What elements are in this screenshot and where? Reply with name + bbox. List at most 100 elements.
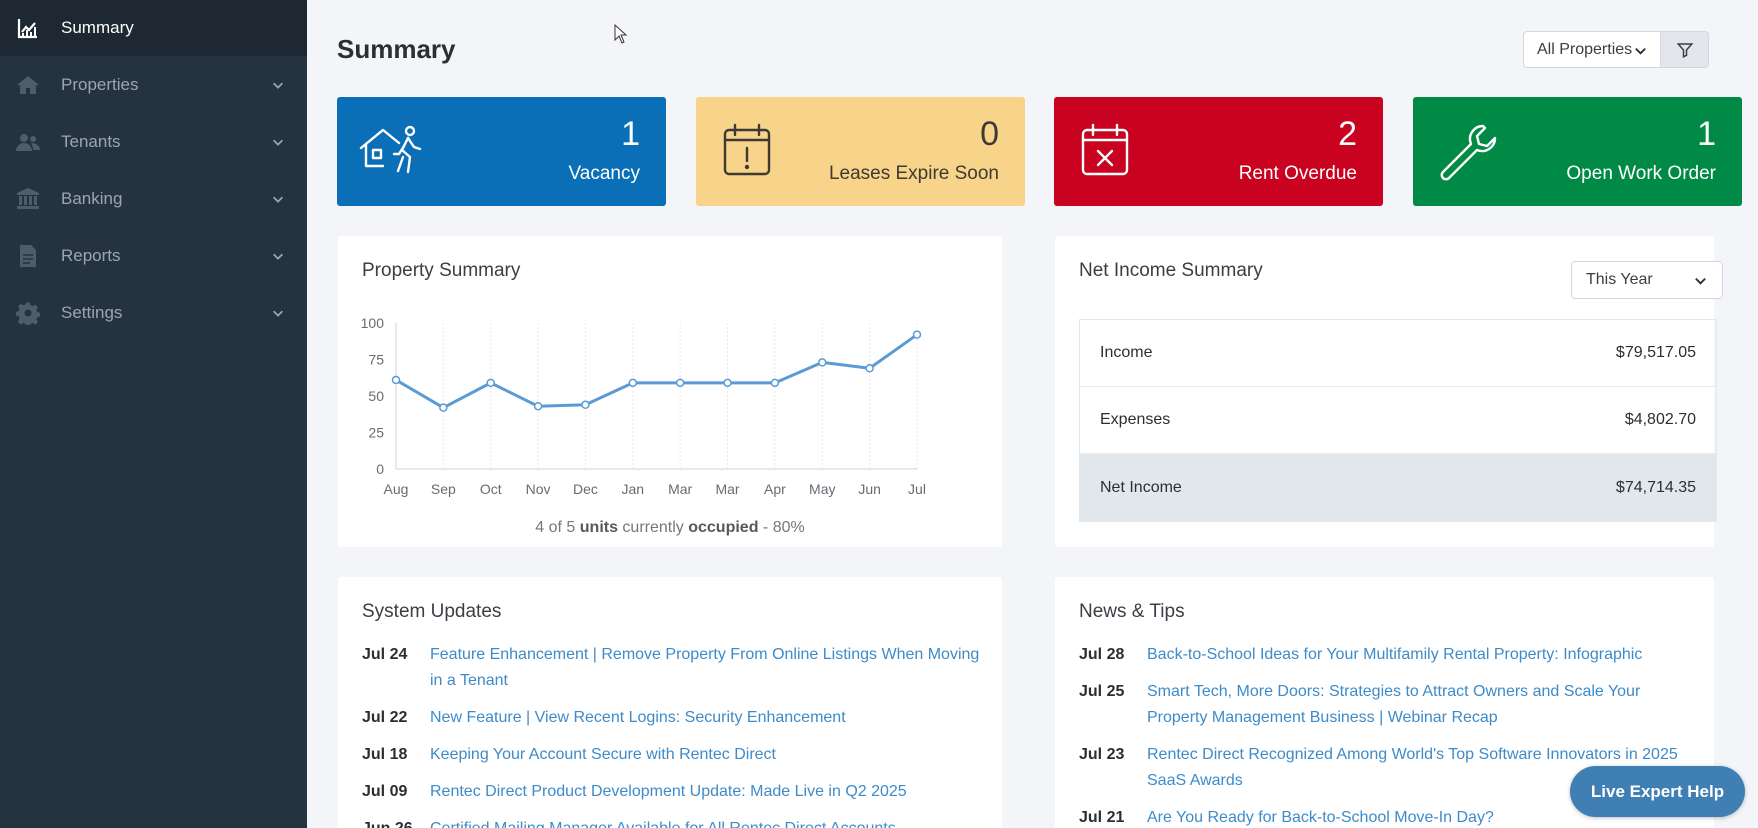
workorder-card[interactable]: 1 Open Work Order bbox=[1413, 97, 1742, 206]
list-item: Jul 25 Smart Tech, More Doors: Strategie… bbox=[1079, 679, 1694, 731]
period-select[interactable]: This Year bbox=[1571, 261, 1723, 299]
income-table: Income $79,517.05 Expenses $4,802.70 Net… bbox=[1079, 319, 1717, 522]
vacancy-card[interactable]: 1 Vacancy bbox=[337, 97, 666, 206]
list-item: Jul 18 Keeping Your Account Secure with … bbox=[362, 742, 982, 768]
sidebar-item-label: Reports bbox=[61, 245, 121, 265]
occupancy-chart: 0 25 50 75 100 Aug Sep Oct Nov Dec Jan Mar Mar Apr May… bbox=[361, 315, 926, 497]
caption-mid: currently bbox=[617, 519, 689, 536]
filter-button[interactable] bbox=[1660, 31, 1709, 68]
property-summary-title: Property Summary bbox=[362, 260, 521, 281]
leases-count: 0 bbox=[980, 115, 999, 153]
system-updates-list: Jul 24 Feature Enhancement | Remove Prop… bbox=[362, 642, 982, 828]
data-point bbox=[628, 378, 638, 388]
home-icon bbox=[15, 72, 41, 98]
news-link[interactable]: Smart Tech, More Doors: Strategies to At… bbox=[1147, 683, 1641, 726]
leases-card[interactable]: 0 Leases Expire Soon bbox=[696, 97, 1025, 206]
list-item: Jul 28 Back-to-School Ideas for Your Mul… bbox=[1079, 642, 1694, 668]
update-date: Jul 24 bbox=[362, 646, 408, 663]
sidebar-item-banking[interactable]: Banking bbox=[0, 170, 307, 227]
users-icon bbox=[15, 129, 41, 155]
sidebar-item-tenants[interactable]: Tenants bbox=[0, 113, 307, 170]
data-point bbox=[770, 378, 780, 388]
sidebar-item-settings[interactable]: Settings bbox=[0, 284, 307, 341]
caption-percent: - 80% bbox=[758, 519, 805, 536]
update-link[interactable]: Rentec Direct Product Development Update… bbox=[430, 783, 907, 800]
chart-icon bbox=[15, 15, 41, 41]
net-income-panel: Net Income Summary This Year Income $79,… bbox=[1055, 236, 1723, 547]
vacancy-label: Vacancy bbox=[568, 163, 640, 184]
x-tick-label: Jun bbox=[858, 481, 881, 497]
news-date: Jul 21 bbox=[1079, 809, 1125, 826]
list-item: Jul 23 Rentec Direct Recognized Among Wo… bbox=[1079, 742, 1694, 794]
chevron-down-icon bbox=[273, 82, 283, 89]
update-date: Jun 26 bbox=[362, 816, 430, 828]
sidebar-item-label: Tenants bbox=[61, 131, 121, 151]
update-link[interactable]: Certified Mailing Manager Available for … bbox=[430, 816, 896, 828]
property-select-value: All Properties bbox=[1537, 40, 1633, 58]
sidebar: Summary Properties Tenants Banking Repor… bbox=[0, 0, 307, 828]
update-link[interactable]: New Feature | View Recent Logins: Securi… bbox=[430, 709, 846, 726]
income-row: Income $79,517.05 bbox=[1080, 320, 1716, 387]
sidebar-item-label: Summary bbox=[61, 18, 134, 37]
expenses-row: Expenses $4,802.70 bbox=[1080, 387, 1716, 454]
live-help-button[interactable]: Live Expert Help bbox=[1570, 766, 1745, 817]
x-tick-label: Jul bbox=[908, 481, 926, 497]
caption-occupied: occupied bbox=[688, 519, 759, 536]
data-point bbox=[912, 330, 922, 339]
x-tick-label: Mar bbox=[668, 481, 692, 497]
house-walking-icon bbox=[359, 125, 422, 174]
period-select-value: This Year bbox=[1586, 271, 1653, 288]
chevron-down-icon bbox=[273, 196, 283, 203]
news-tips-title: News & Tips bbox=[1079, 601, 1185, 622]
sidebar-item-properties[interactable]: Properties bbox=[0, 56, 307, 113]
data-point bbox=[486, 378, 495, 388]
overdue-label: Rent Overdue bbox=[1238, 163, 1357, 184]
workorder-count: 1 bbox=[1697, 115, 1716, 153]
income-label: Income bbox=[1100, 344, 1153, 361]
x-tick-label: Apr bbox=[764, 481, 786, 497]
x-tick-label: Aug bbox=[384, 481, 409, 497]
data-point bbox=[391, 375, 401, 385]
news-link[interactable]: Rentec Direct Recognized Among World's T… bbox=[1147, 746, 1678, 789]
update-date: Jul 18 bbox=[362, 746, 408, 763]
system-updates-title: System Updates bbox=[362, 601, 502, 622]
gear-icon bbox=[15, 300, 41, 326]
x-tick-label: Dec bbox=[573, 481, 598, 497]
series-line bbox=[395, 333, 918, 410]
overdue-card[interactable]: 2 Rent Overdue bbox=[1054, 97, 1383, 206]
chevron-down-icon bbox=[1635, 47, 1646, 55]
vacancy-count: 1 bbox=[621, 115, 640, 153]
net-income-title: Net Income Summary bbox=[1079, 260, 1263, 281]
expenses-value: $4,802.70 bbox=[1624, 411, 1696, 428]
sidebar-item-reports[interactable]: Reports bbox=[0, 227, 307, 284]
news-link[interactable]: Back-to-School Ideas for Your Multifamil… bbox=[1147, 646, 1643, 663]
x-tick-label: Jan bbox=[622, 481, 645, 497]
list-item: Jul 21 Are You Ready for Back-to-School … bbox=[1079, 805, 1694, 828]
main-content: Summary All Properties 1 Vacancy 0 Lease… bbox=[307, 0, 1758, 828]
data-point bbox=[533, 401, 543, 411]
update-date: Jul 09 bbox=[362, 783, 408, 800]
data-point bbox=[675, 378, 685, 388]
file-icon bbox=[15, 243, 41, 269]
list-item: Jul 09 Rentec Direct Product Development… bbox=[362, 779, 982, 805]
chevron-down-icon bbox=[273, 253, 283, 260]
page-title: Summary bbox=[337, 34, 456, 64]
list-item: Jul 22 New Feature | View Recent Logins:… bbox=[362, 705, 982, 731]
news-link[interactable]: Are You Ready for Back-to-School Move-In… bbox=[1147, 809, 1494, 826]
y-tick-label: 0 bbox=[376, 461, 384, 477]
x-tick-label: Nov bbox=[526, 481, 551, 497]
update-link[interactable]: Keeping Your Account Secure with Rentec … bbox=[430, 746, 776, 763]
update-link[interactable]: Feature Enhancement | Remove Property Fr… bbox=[430, 646, 980, 689]
y-tick-label: 25 bbox=[368, 425, 384, 441]
data-point bbox=[723, 378, 732, 388]
bank-icon bbox=[15, 186, 41, 212]
calendar-alert-icon bbox=[723, 123, 771, 176]
sidebar-item-summary[interactable]: Summary bbox=[0, 0, 307, 56]
property-select[interactable]: All Properties bbox=[1523, 31, 1660, 68]
caption-count: 4 of 5 bbox=[535, 519, 580, 536]
expenses-label: Expenses bbox=[1100, 411, 1171, 428]
chevron-down-icon bbox=[1695, 277, 1706, 285]
occupancy-caption: 4 of 5 units currently occupied - 80% bbox=[338, 519, 1002, 537]
sidebar-item-label: Banking bbox=[61, 188, 123, 208]
overdue-count: 2 bbox=[1338, 115, 1357, 153]
